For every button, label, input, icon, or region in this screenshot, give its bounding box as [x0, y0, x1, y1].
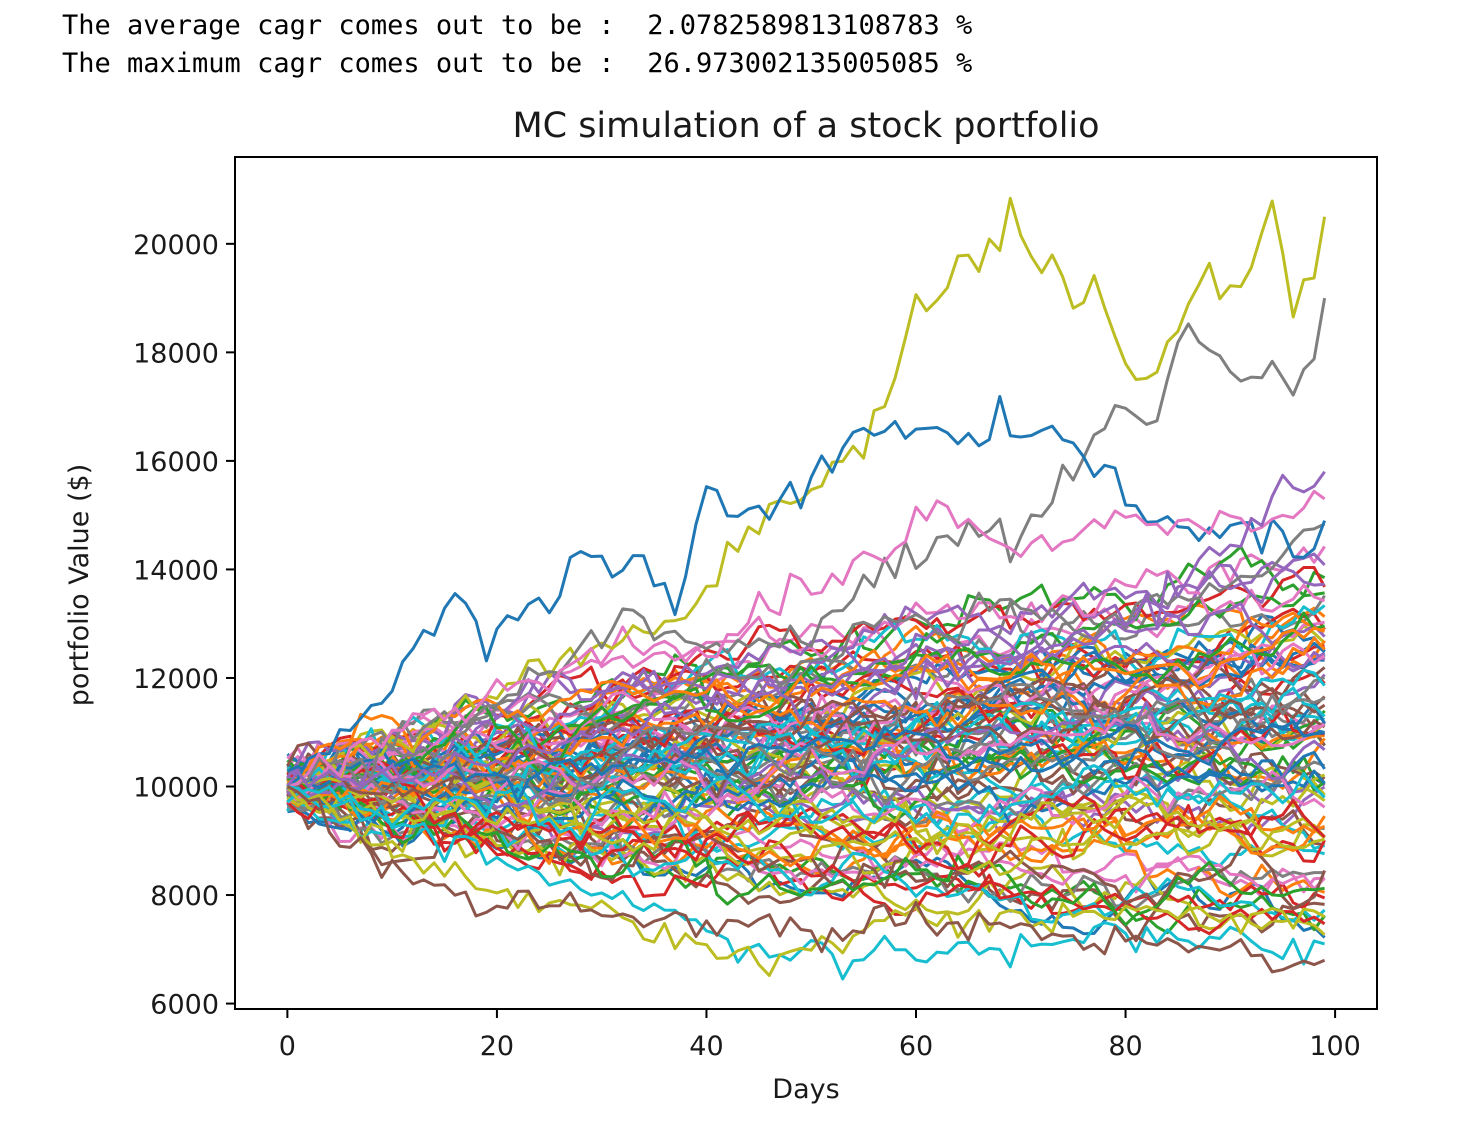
simulation-line [286, 698, 1326, 799]
y-axis-ticks: 6000 8000 10000 12000 14000 16000 18000 20000 [133, 230, 235, 1021]
simulation-line-extreme [286, 785, 1326, 977]
y-tick-label: 8000 [150, 881, 219, 912]
y-tick-label: 10000 [133, 773, 219, 804]
x-tick-label: 100 [1309, 1031, 1361, 1062]
simulation-line [286, 774, 1326, 878]
simulation-line [286, 781, 1326, 868]
simulation-line [286, 719, 1325, 804]
maximum-cagr-line: The maximum cagr comes out to be : 26.97… [62, 48, 973, 79]
simulation-line [286, 758, 1326, 832]
simulation-line [286, 682, 1326, 807]
y-tick-label: 12000 [133, 664, 219, 695]
simulation-line-extreme [286, 489, 1326, 788]
y-tick-label: 20000 [133, 230, 219, 261]
x-tick-label: 0 [279, 1031, 296, 1062]
plot-frame [234, 156, 1378, 1010]
simulation-line [286, 784, 1326, 899]
simulation-line-extreme [286, 470, 1326, 789]
simulation-line-extreme [287, 785, 1325, 981]
x-tick-label: 60 [899, 1031, 933, 1062]
simulation-line [286, 761, 1326, 871]
simulation-line [287, 611, 1325, 790]
x-axis-label: Days [772, 1074, 839, 1105]
y-tick-label: 16000 [133, 447, 219, 478]
average-cagr-line: The average cagr comes out to be : 2.078… [62, 10, 973, 41]
simulation-line [286, 641, 1326, 793]
simulation-line [286, 545, 1326, 772]
y-axis-label: portfolio Value ($) [64, 464, 95, 706]
series-lines [286, 196, 1327, 981]
y-tick-label: 14000 [133, 555, 219, 586]
x-axis-ticks: 0 20 40 60 80 100 [279, 1009, 1361, 1062]
simulation-line [286, 522, 1326, 805]
simulation-line [286, 764, 1326, 841]
simulation-line [286, 768, 1326, 834]
x-tick-label: 40 [689, 1031, 723, 1062]
simulation-line [286, 626, 1326, 785]
simulation-line [286, 771, 1326, 860]
y-tick-label: 6000 [150, 990, 219, 1021]
y-tick-label: 18000 [133, 338, 219, 369]
simulation-line-extreme [286, 785, 1326, 974]
simulation-line-extreme [286, 395, 1327, 788]
x-tick-label: 80 [1108, 1031, 1142, 1062]
x-tick-label: 20 [480, 1031, 514, 1062]
simulation-line [286, 791, 1326, 936]
simulation-line-extreme [287, 297, 1327, 788]
chart-title: MC simulation of a stock portfolio [512, 106, 1099, 146]
simulation-line [286, 601, 1326, 787]
